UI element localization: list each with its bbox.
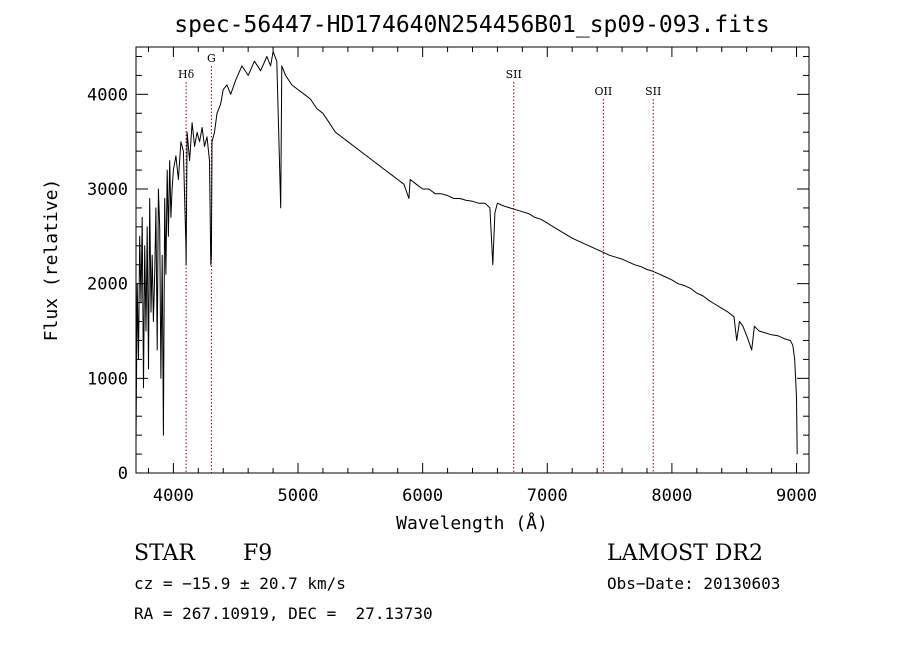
survey-label: LAMOST DR2 (607, 541, 763, 566)
obs-date-label: Obs−Date: 20130603 (607, 574, 780, 593)
spectral-line-label: SII (645, 85, 661, 98)
x-tick-label: 9000 (776, 486, 817, 506)
spectrum-series-line (135, 51, 798, 455)
x-tick-labels: 4000 5000 6000 7000 8000 9000 (153, 486, 817, 506)
y-tick-label: 1000 (87, 369, 128, 389)
x-tick-label: 6000 (402, 486, 443, 506)
y-tick-labels: 0 1000 2000 3000 4000 (87, 85, 128, 484)
x-tick-label: 8000 (651, 486, 692, 506)
chart-title: spec-56447-HD174640N254456B01_sp09-093.f… (174, 12, 769, 38)
x-axis-label: Wavelength (Å) (396, 512, 548, 534)
axis-ticks (136, 47, 809, 474)
y-tick-label: 4000 (87, 85, 128, 105)
object-class-label: STAR (134, 541, 196, 566)
x-tick-label: 5000 (278, 486, 319, 506)
y-tick-label: 2000 (87, 275, 128, 295)
plot-frame (135, 46, 810, 474)
y-axis-label: Flux (relative) (41, 179, 62, 342)
coords-label: RA = 267.10919, DEC = 27.13730 (134, 604, 433, 623)
spectral-line-label: OII (595, 85, 613, 98)
spectral-line-label: Hδ (178, 68, 195, 81)
x-tick-label: 4000 (153, 486, 194, 506)
spectral-line-label: SII (506, 68, 522, 81)
spectral-line-label: G (207, 52, 216, 65)
y-tick-label: 3000 (87, 180, 128, 200)
x-tick-label: 7000 (527, 486, 568, 506)
redshift-label: cz = −15.9 ± 20.7 km/s (134, 574, 346, 593)
subclass-label: F9 (243, 541, 272, 566)
spectral-line-markers: Hδ G SII OII SII (178, 52, 661, 473)
y-tick-label: 0 (118, 464, 128, 484)
